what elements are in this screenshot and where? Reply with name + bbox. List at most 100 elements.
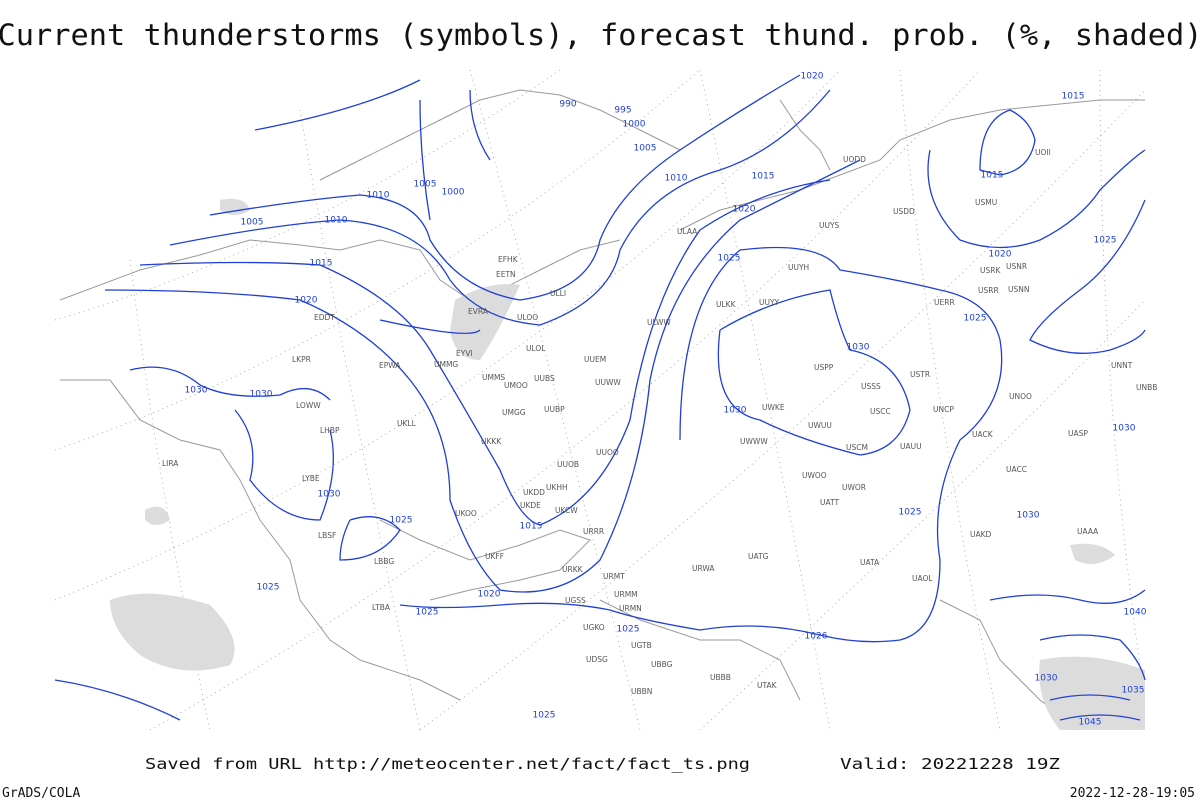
isobar-label: 1025 [899, 508, 922, 518]
station-label: UUBS [534, 374, 555, 383]
isobar-label: 1010 [367, 191, 390, 201]
station-label: UKDD [523, 488, 545, 497]
station-label: UAKD [970, 530, 992, 539]
isobar-label: 1005 [414, 180, 437, 190]
station-label: EVRA [468, 307, 489, 316]
station-label: UNCP [933, 405, 954, 414]
isobar-label: 1030 [318, 490, 341, 500]
isobar-label: 1040 [1124, 608, 1147, 618]
isobar-label: 1025 [390, 516, 413, 526]
station-label: UATG [748, 552, 769, 561]
graticule [54, 69, 1146, 731]
station-label: UUYS [819, 221, 840, 230]
station-label: EFHK [498, 255, 519, 264]
isobar-label: 1025 [718, 254, 741, 264]
station-label: USCM [846, 443, 868, 452]
station-label: USNN [1008, 285, 1029, 294]
isobar-label: 1005 [241, 218, 264, 228]
station-label: UDSG [586, 655, 608, 664]
station-label: UATT [820, 498, 839, 507]
isobar-label: 1015 [310, 259, 333, 269]
station-label: EDDT [314, 313, 335, 322]
isobar-label: 1015 [1062, 92, 1085, 102]
station-label: UWUU [808, 421, 832, 430]
station-label: USSS [861, 382, 881, 391]
isobar-label: 1030 [185, 386, 208, 396]
isobar-label: 1020 [989, 250, 1012, 260]
station-label: UASP [1068, 429, 1088, 438]
source-url: Saved from URL http://meteocenter.net/fa… [145, 755, 750, 773]
station-label: URKK [562, 565, 584, 574]
station-label: UKHH [546, 483, 568, 492]
station-label: LYBE [302, 474, 320, 483]
isobar-label: 1015 [520, 522, 543, 532]
thunder-probability-shading [110, 198, 1145, 730]
isobar-label: 1030 [1035, 674, 1058, 684]
isobar-label: 1010 [325, 216, 348, 226]
station-label: UGSS [565, 596, 586, 605]
station-label: UUBP [544, 405, 565, 414]
station-label: UKOO [455, 509, 477, 518]
station-label: UGKO [583, 623, 605, 632]
station-label: UBBG [651, 660, 673, 669]
station-label: USDD [893, 207, 915, 216]
station-label: UODD [843, 155, 866, 164]
station-label: UUWW [595, 378, 621, 387]
station-label: URMM [614, 590, 638, 599]
station-label: ULLI [550, 289, 566, 298]
station-label: UWWW [740, 437, 768, 446]
station-label: UWKE [762, 403, 785, 412]
station-label: ULKK [716, 300, 737, 309]
station-label: UOII [1035, 148, 1051, 157]
isobar-label: 1015 [981, 171, 1004, 181]
station-label: UMOO [504, 381, 528, 390]
isobar-label: 1025 [617, 625, 640, 635]
isobar-label: 1045 [1079, 718, 1102, 728]
station-label: EPWA [379, 361, 401, 370]
isobar-label: 1025 [1094, 236, 1117, 246]
station-label: USTR [910, 370, 930, 379]
station-label: UKLL [397, 419, 417, 428]
station-label: USMU [975, 198, 997, 207]
station-label: LIRA [162, 459, 179, 468]
station-label: LOWW [296, 401, 321, 410]
isobar-label: 1026 [805, 632, 828, 642]
station-label: ULWW [647, 318, 671, 327]
isobar-label-layer: 1020 1015 990 995 1000 1005 1010 1015 1010 1005 10… [185, 72, 1147, 728]
isobar-label: 1030 [1017, 511, 1040, 521]
station-label: UACC [1006, 465, 1027, 474]
station-label: UACK [972, 430, 994, 439]
station-label: UBBN [631, 687, 652, 696]
station-label: USRR [978, 286, 999, 295]
isobar-label: 990 [559, 100, 576, 110]
isobar-label: 1035 [1122, 686, 1145, 696]
station-label: UUOB [557, 460, 579, 469]
station-label: EYVI [456, 349, 473, 358]
isobar-label: 1015 [752, 172, 775, 182]
station-label: UGTB [631, 641, 652, 650]
station-label: UUEM [584, 355, 606, 364]
station-label: EETN [496, 270, 516, 279]
isobar-label: 1020 [801, 72, 824, 82]
station-label: USNR [1006, 262, 1027, 271]
isobar-label: 1000 [442, 188, 465, 198]
isobar-label: 995 [614, 106, 631, 116]
isobar-label: 1025 [533, 711, 556, 721]
station-label: UBBB [710, 673, 731, 682]
station-label: USCC [870, 407, 891, 416]
station-label: LKPR [292, 355, 311, 364]
station-label: USPP [814, 363, 834, 372]
station-label: UWOO [802, 471, 827, 480]
station-label: URMN [619, 604, 642, 613]
isobar-label: 1010 [665, 174, 688, 184]
station-label: LBBG [374, 557, 394, 566]
station-label: UATA [860, 558, 880, 567]
station-label: ULAA [677, 227, 698, 236]
station-label: UWOR [842, 483, 866, 492]
station-label: ULOO [517, 313, 538, 322]
station-label: UNBB [1136, 383, 1157, 392]
station-label: ULOL [526, 344, 546, 353]
isobar-label: 1005 [634, 144, 657, 154]
software: GrADS/COLA [2, 786, 80, 800]
